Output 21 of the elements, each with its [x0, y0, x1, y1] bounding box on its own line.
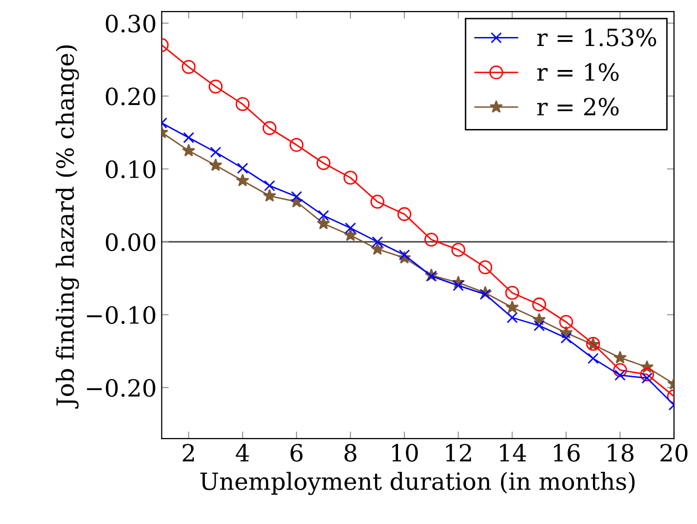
x-tick-label: 20 [660, 444, 688, 462]
y-tick-label: 0.20 [106, 88, 156, 106]
y-tick-label: −0.10 [86, 306, 156, 324]
x-tick-label: 18 [608, 444, 634, 462]
legend-label: r = 1.53% [537, 28, 656, 46]
y-tick-label: 0.00 [106, 233, 156, 252]
x-tick-label: 6 [290, 444, 303, 462]
x-tick-label: 10 [392, 444, 418, 462]
x-tick-label: 8 [344, 444, 356, 462]
x-tick-label: 12 [446, 444, 471, 462]
x-tick-label: 2 [182, 444, 194, 462]
legend-label: r = 1% [537, 63, 619, 81]
x-tick-label: 16 [554, 444, 580, 462]
x-tick-label: 14 [500, 444, 526, 462]
legend-label: r = 2% [537, 98, 619, 116]
y-tick-label: 0.10 [106, 160, 156, 178]
y-tick-label: 0.30 [106, 14, 156, 32]
x-tick-label: 4 [236, 444, 249, 462]
x-axis-title: Unemployment duration (in months) [200, 472, 635, 496]
y-axis-title: Job finding hazard (% change) [56, 45, 79, 409]
y-tick-label: −0.20 [86, 379, 156, 397]
